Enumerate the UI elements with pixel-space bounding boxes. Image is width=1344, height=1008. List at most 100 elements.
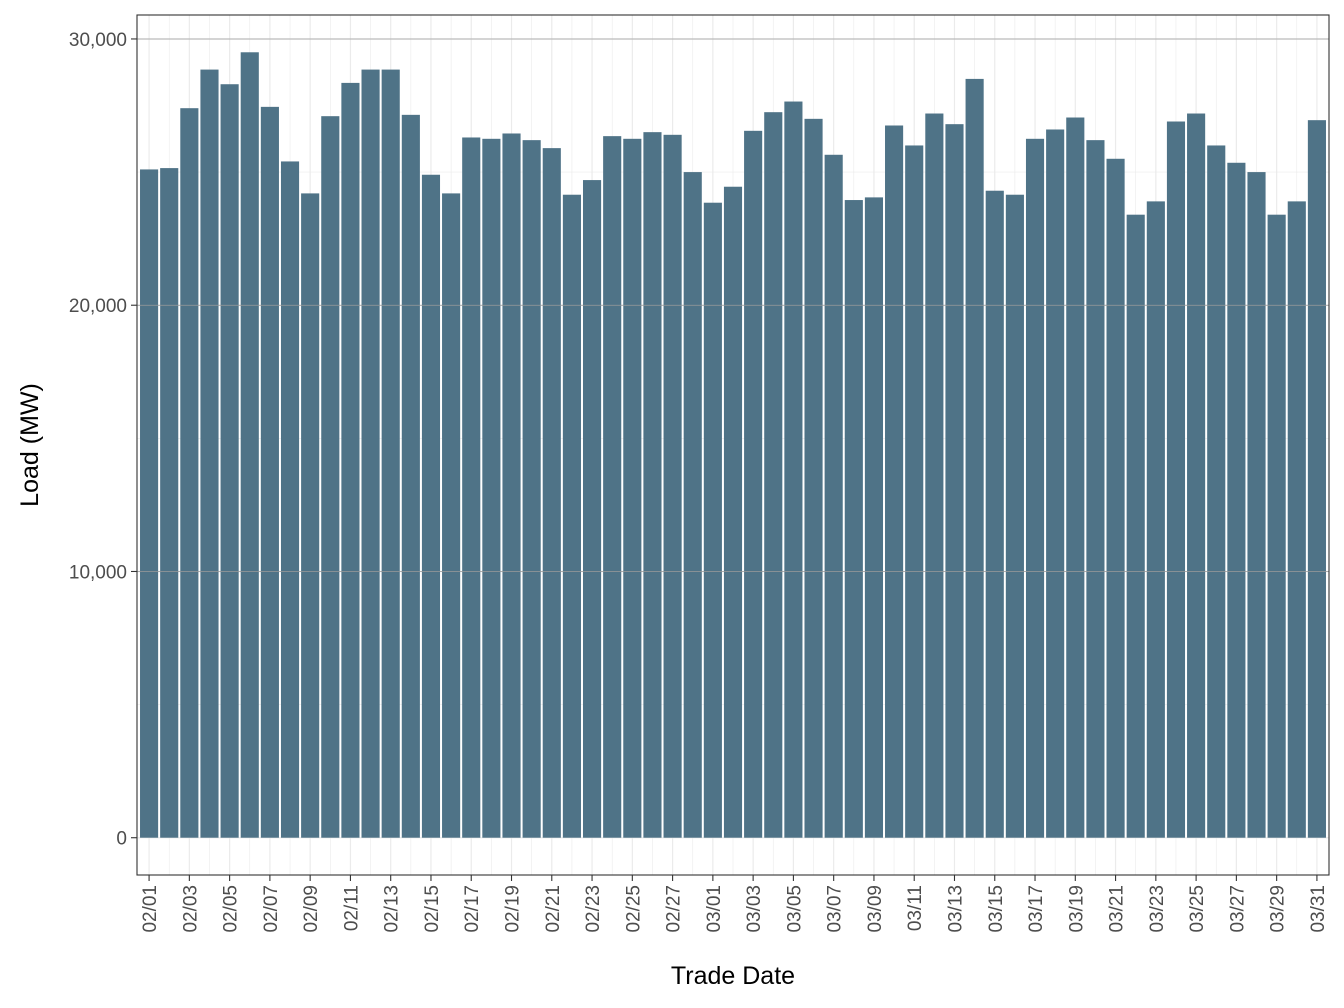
bar — [1247, 172, 1266, 838]
x-tick-label: 02/05 — [221, 885, 242, 933]
bar — [1287, 201, 1306, 838]
bar — [885, 125, 904, 838]
bar — [844, 200, 863, 838]
y-axis: 0 10,000 20,000 30,000 — [69, 30, 137, 850]
bar — [401, 114, 420, 838]
bar — [421, 174, 441, 838]
x-tick-label: 03/15 — [986, 885, 1007, 933]
bar — [603, 136, 622, 838]
bar — [482, 138, 501, 838]
bar — [1267, 214, 1286, 838]
bar — [683, 172, 702, 838]
x-tick-label: 02/13 — [382, 885, 403, 933]
bar — [301, 193, 320, 838]
bar — [321, 116, 340, 838]
x-tick-label: 02/21 — [543, 885, 564, 933]
bar — [925, 113, 944, 838]
bar — [1126, 214, 1145, 838]
bar — [804, 118, 823, 838]
plot-border — [136, 14, 1330, 876]
x-tick-label: 03/11 — [905, 885, 926, 931]
bar — [985, 190, 1004, 838]
x-tick-label: 02/25 — [623, 885, 644, 933]
bar — [1025, 138, 1045, 838]
x-tick-label: 03/01 — [704, 885, 725, 933]
y-tick-label: 0 — [116, 829, 127, 850]
bar — [965, 78, 984, 838]
x-tick-label: 03/09 — [865, 885, 886, 933]
x-tick-label: 03/17 — [1026, 885, 1047, 933]
bar — [824, 154, 843, 838]
bar — [1227, 162, 1246, 838]
bar — [240, 52, 259, 838]
bar — [562, 194, 581, 838]
bar — [462, 137, 481, 838]
y-tick-label: 30,000 — [69, 30, 127, 51]
bar — [1046, 129, 1065, 838]
bar — [220, 84, 239, 838]
x-tick-label: 02/09 — [301, 885, 322, 933]
x-tick-label: 03/05 — [784, 885, 805, 933]
x-tick-label: 03/19 — [1066, 885, 1087, 933]
bar — [784, 101, 803, 838]
y-tick-label: 10,000 — [69, 562, 127, 583]
bar — [623, 138, 642, 838]
bar — [522, 140, 541, 838]
bars — [137, 38, 1329, 838]
bar — [905, 145, 924, 838]
x-tick-label: 02/07 — [261, 885, 282, 933]
x-tick-label: 03/31 — [1308, 885, 1329, 933]
x-tick-label: 02/27 — [664, 885, 685, 933]
x-tick-label: 02/15 — [422, 885, 443, 933]
x-tick-label: 03/27 — [1227, 885, 1248, 933]
bar — [703, 202, 722, 838]
bar — [180, 108, 199, 838]
x-axis-title: Trade Date — [671, 962, 795, 990]
bar — [582, 180, 602, 838]
bar — [764, 112, 783, 838]
bar — [643, 132, 662, 838]
bar — [663, 134, 682, 838]
bar — [160, 168, 179, 838]
bar — [1106, 158, 1125, 838]
x-tick-label: 03/29 — [1268, 885, 1289, 933]
bar — [280, 161, 300, 838]
bar — [542, 148, 561, 838]
x-tick-label: 03/21 — [1107, 885, 1128, 933]
bar — [361, 69, 380, 838]
bar — [200, 69, 219, 838]
bar — [1307, 120, 1326, 838]
bar — [1166, 121, 1186, 838]
bar — [442, 193, 461, 838]
x-tick-label: 02/01 — [140, 885, 161, 933]
bar — [1207, 145, 1226, 838]
bar — [341, 82, 360, 838]
x-tick-label: 03/13 — [945, 885, 966, 933]
bar — [945, 124, 964, 838]
x-tick-label: 02/19 — [503, 885, 524, 933]
x-tick-label: 02/23 — [583, 885, 604, 933]
bar — [723, 186, 743, 838]
bar — [1187, 113, 1206, 838]
y-tick-label: 20,000 — [69, 296, 127, 317]
x-tick-label: 02/11 — [341, 885, 362, 931]
x-axis: 02/01 02/03 02/05 02/07 02/09 02/11 02/13 02/15… — [140, 875, 1329, 933]
bar — [1086, 140, 1105, 838]
bar — [260, 106, 279, 838]
bar — [502, 133, 521, 838]
bar — [140, 169, 159, 838]
bar — [1066, 117, 1085, 838]
y-axis-title: Load (MW) — [16, 383, 44, 507]
x-tick-label: 02/03 — [180, 885, 201, 933]
x-tick-label: 03/23 — [1147, 885, 1168, 933]
bar — [744, 130, 763, 838]
bar — [864, 197, 884, 838]
x-tick-label: 03/03 — [744, 885, 765, 933]
bar — [1005, 194, 1024, 838]
bar — [381, 69, 400, 838]
bar — [1146, 201, 1165, 838]
x-tick-label: 03/25 — [1187, 885, 1208, 933]
x-tick-label: 02/17 — [462, 885, 483, 933]
x-tick-label: 03/07 — [825, 885, 846, 933]
